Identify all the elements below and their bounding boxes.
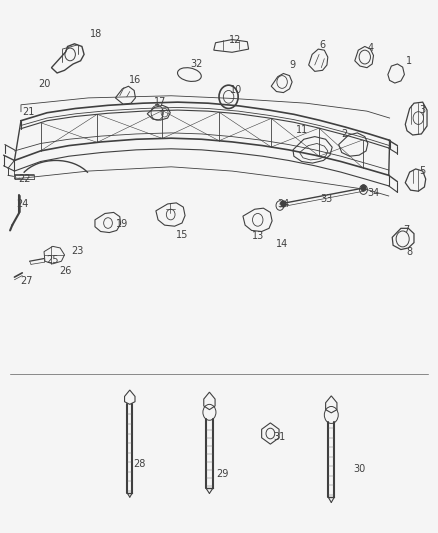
Text: 4: 4 [367,43,374,53]
Text: 25: 25 [46,255,59,265]
Text: 18: 18 [90,29,102,39]
Text: 7: 7 [403,225,409,236]
Text: 28: 28 [134,459,146,469]
Text: 29: 29 [216,470,229,479]
Circle shape [281,201,286,207]
Text: 15: 15 [176,230,188,240]
Text: 20: 20 [38,78,50,88]
Text: 32: 32 [190,59,202,69]
Text: 21: 21 [22,107,35,117]
Text: 34: 34 [277,199,290,209]
Text: 13: 13 [252,231,264,241]
Text: 16: 16 [129,75,141,85]
Text: 27: 27 [21,276,33,286]
Text: 22: 22 [18,174,30,184]
Text: 3: 3 [419,105,425,115]
Text: 17: 17 [154,97,166,107]
Text: 19: 19 [116,219,128,229]
Text: 11: 11 [296,125,308,135]
Text: 2: 2 [341,129,347,139]
Text: 10: 10 [230,85,243,95]
Text: 9: 9 [289,60,295,70]
Text: 26: 26 [60,266,72,276]
Text: 5: 5 [419,166,425,176]
Text: 6: 6 [319,40,325,50]
Text: 34: 34 [367,188,380,198]
Text: 1: 1 [406,56,412,66]
Text: 14: 14 [276,239,288,249]
Circle shape [361,185,366,191]
Text: 30: 30 [353,464,365,474]
Text: 33: 33 [321,193,333,204]
Text: 8: 8 [406,247,413,257]
Text: 24: 24 [16,199,28,209]
Text: 31: 31 [273,432,285,442]
Text: 12: 12 [229,35,241,45]
Text: 23: 23 [71,246,84,256]
